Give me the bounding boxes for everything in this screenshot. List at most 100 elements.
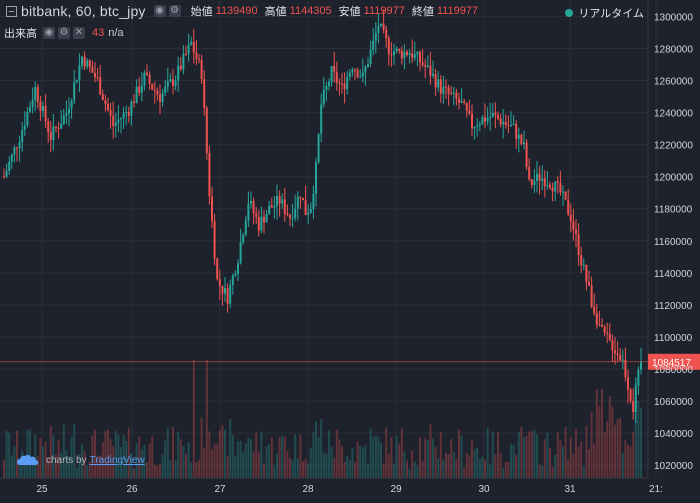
candle-body	[624, 359, 627, 378]
candle-body	[192, 42, 195, 53]
volume-bar	[481, 456, 484, 478]
candle-body	[489, 116, 492, 118]
volume-bar	[133, 468, 135, 478]
collapse-icon[interactable]	[6, 5, 17, 17]
volume-bar	[125, 440, 128, 478]
candle-body	[169, 79, 172, 82]
candle-body	[252, 201, 255, 214]
candle-body	[185, 53, 187, 55]
volume-bar	[372, 437, 375, 478]
candle-body	[224, 287, 226, 294]
volume-bar	[114, 431, 117, 478]
volume-bar	[494, 454, 497, 478]
candle-body	[107, 103, 109, 111]
volume-bar	[127, 427, 130, 478]
volume-bar	[140, 449, 143, 478]
volume-bar	[138, 436, 141, 478]
volume-settings-icon[interactable]: ⚙	[58, 27, 70, 39]
candle-body	[322, 89, 325, 105]
volume-bar	[47, 457, 50, 478]
candle-body	[406, 51, 408, 56]
candle-body	[551, 187, 554, 192]
volume-bar	[73, 423, 76, 478]
candle-body	[361, 72, 364, 77]
volume-bar	[408, 468, 411, 478]
candle-body	[632, 400, 635, 413]
volume-bar	[81, 444, 83, 478]
volume-bar	[621, 452, 624, 478]
volume-close-icon[interactable]: ✕	[73, 27, 85, 39]
volume-bar	[432, 438, 434, 478]
volume-bar	[289, 458, 291, 478]
candle-body	[109, 110, 112, 116]
volume-bar	[148, 443, 151, 478]
candle-body	[484, 117, 486, 122]
candle-body	[283, 199, 286, 214]
candle-body	[499, 118, 502, 125]
volume-eye-icon[interactable]: ◉	[43, 27, 55, 39]
volume-bar	[304, 458, 307, 478]
candle-body	[616, 353, 619, 355]
candle-body	[601, 324, 603, 327]
volume-bar	[361, 447, 364, 478]
candle-body	[421, 62, 424, 66]
eye-icon[interactable]: ◉	[153, 5, 166, 17]
candle-body	[595, 313, 598, 325]
volume-bar	[18, 458, 21, 478]
volume-bar	[351, 448, 354, 478]
candle-body	[174, 80, 177, 86]
candle-body	[543, 178, 546, 187]
volume-bar	[616, 418, 619, 478]
volume-bar	[346, 455, 349, 478]
low-value: 1119977	[363, 5, 405, 17]
candle-body	[458, 98, 460, 103]
volume-bar	[263, 463, 265, 478]
volume-bar	[398, 443, 401, 478]
watermark-brand-link[interactable]: TradingView	[89, 454, 145, 466]
volume-bar	[512, 444, 515, 478]
x-tick-label: 27	[214, 484, 226, 495]
candle-body	[517, 134, 520, 139]
volume-bar	[8, 432, 11, 478]
volume-bar	[99, 455, 102, 478]
candle-body	[463, 101, 466, 103]
candle-body	[49, 132, 52, 140]
volume-bar	[455, 458, 458, 478]
x-tick-label: 21:	[649, 484, 663, 495]
candle-body	[294, 208, 297, 218]
candle-body	[177, 65, 180, 81]
volume-bar	[374, 435, 377, 478]
candle-body	[351, 69, 354, 73]
volume-bar	[270, 437, 273, 478]
y-tick-label: 1020000	[654, 461, 693, 472]
y-tick-label: 1120000	[654, 301, 693, 312]
candle-body	[377, 25, 380, 33]
volume-bar	[434, 447, 437, 478]
tradingview-watermark[interactable]: charts by TradingView	[16, 453, 145, 467]
volume-bar	[166, 428, 169, 478]
candle-body	[640, 361, 642, 370]
candle-body	[549, 184, 551, 188]
volume-bar	[564, 426, 567, 478]
candle-body	[411, 53, 414, 59]
watermark-prefix: charts by	[46, 454, 87, 466]
volume-bar	[504, 461, 507, 478]
volume-bar	[203, 447, 206, 478]
candle-body	[34, 87, 37, 101]
volume-bar	[369, 428, 372, 478]
volume-bar	[439, 431, 442, 478]
candle-body	[208, 153, 211, 197]
volume-bar	[117, 434, 120, 478]
candle-body	[226, 287, 229, 304]
volume-bar	[536, 434, 538, 478]
volume-bar	[614, 424, 616, 478]
candle-body	[242, 234, 245, 243]
settings-icon[interactable]: ⚙	[168, 5, 181, 17]
close-value: 1119977	[436, 5, 479, 17]
candle-body	[598, 324, 601, 326]
candle-body	[26, 111, 29, 126]
candle-body	[3, 176, 5, 178]
y-tick-label: 1060000	[654, 397, 693, 408]
